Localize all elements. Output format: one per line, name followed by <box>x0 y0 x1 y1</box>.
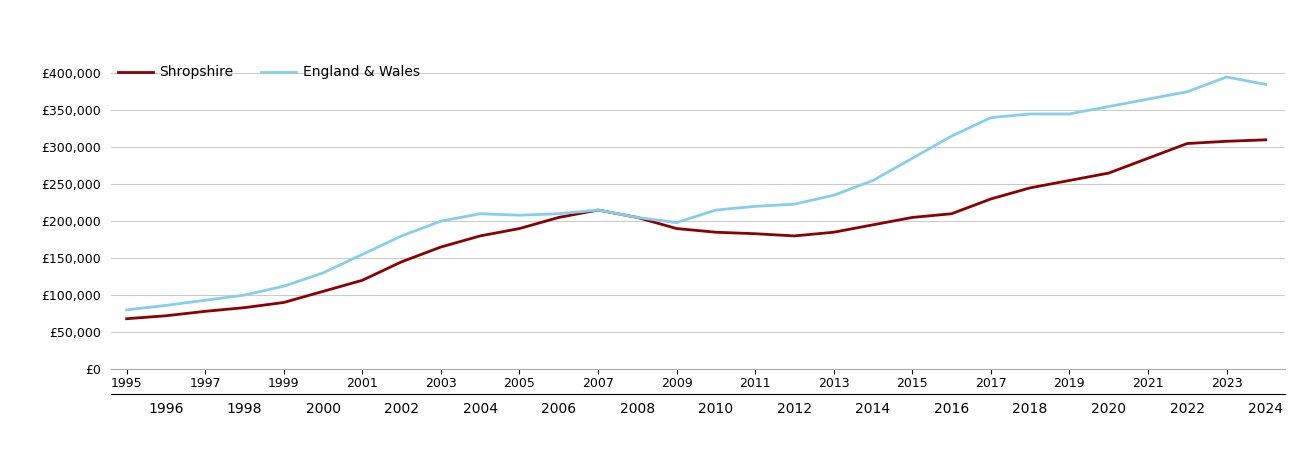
England & Wales <box>355 252 371 257</box>
Shropshire <box>1180 141 1195 146</box>
England & Wales <box>1101 104 1117 109</box>
Shropshire <box>787 233 803 238</box>
Shropshire <box>316 289 331 294</box>
Shropshire <box>983 196 998 202</box>
Shropshire <box>551 215 566 220</box>
Line: Shropshire: Shropshire <box>127 140 1266 319</box>
Shropshire <box>158 313 174 319</box>
England & Wales <box>551 211 566 216</box>
England & Wales <box>904 156 920 161</box>
England & Wales <box>629 215 645 220</box>
England & Wales <box>944 133 959 139</box>
Shropshire <box>1258 137 1274 143</box>
England & Wales <box>983 115 998 120</box>
England & Wales <box>748 204 763 209</box>
Shropshire <box>1061 178 1077 183</box>
England & Wales <box>1180 89 1195 94</box>
Shropshire <box>236 305 252 310</box>
Shropshire <box>1219 139 1235 144</box>
Shropshire <box>433 244 449 250</box>
Shropshire <box>944 211 959 216</box>
England & Wales <box>472 211 488 216</box>
Shropshire <box>629 215 645 220</box>
England & Wales <box>1022 111 1037 117</box>
Shropshire <box>1141 156 1156 161</box>
Shropshire <box>512 226 527 231</box>
England & Wales <box>865 178 881 183</box>
Shropshire <box>826 230 842 235</box>
England & Wales <box>709 207 724 213</box>
England & Wales <box>1061 111 1077 117</box>
Shropshire <box>904 215 920 220</box>
England & Wales <box>668 220 684 225</box>
England & Wales <box>826 193 842 198</box>
Shropshire <box>865 222 881 228</box>
Shropshire <box>1101 171 1117 176</box>
Shropshire <box>472 233 488 238</box>
England & Wales <box>275 284 291 289</box>
England & Wales <box>787 202 803 207</box>
Shropshire <box>355 278 371 283</box>
England & Wales <box>1141 96 1156 102</box>
Line: England & Wales: England & Wales <box>127 77 1266 310</box>
Shropshire <box>1022 185 1037 191</box>
England & Wales <box>158 303 174 308</box>
England & Wales <box>119 307 134 313</box>
England & Wales <box>394 233 410 238</box>
England & Wales <box>512 212 527 218</box>
England & Wales <box>1258 82 1274 87</box>
England & Wales <box>590 207 606 213</box>
England & Wales <box>236 292 252 298</box>
England & Wales <box>433 218 449 224</box>
Shropshire <box>590 207 606 213</box>
England & Wales <box>1219 74 1235 80</box>
Shropshire <box>748 231 763 236</box>
England & Wales <box>197 297 213 303</box>
Shropshire <box>394 259 410 265</box>
Shropshire <box>668 226 684 231</box>
Shropshire <box>119 316 134 321</box>
England & Wales <box>316 270 331 275</box>
Legend: Shropshire, England & Wales: Shropshire, England & Wales <box>117 65 420 80</box>
Shropshire <box>275 300 291 305</box>
Shropshire <box>197 309 213 314</box>
Shropshire <box>709 230 724 235</box>
